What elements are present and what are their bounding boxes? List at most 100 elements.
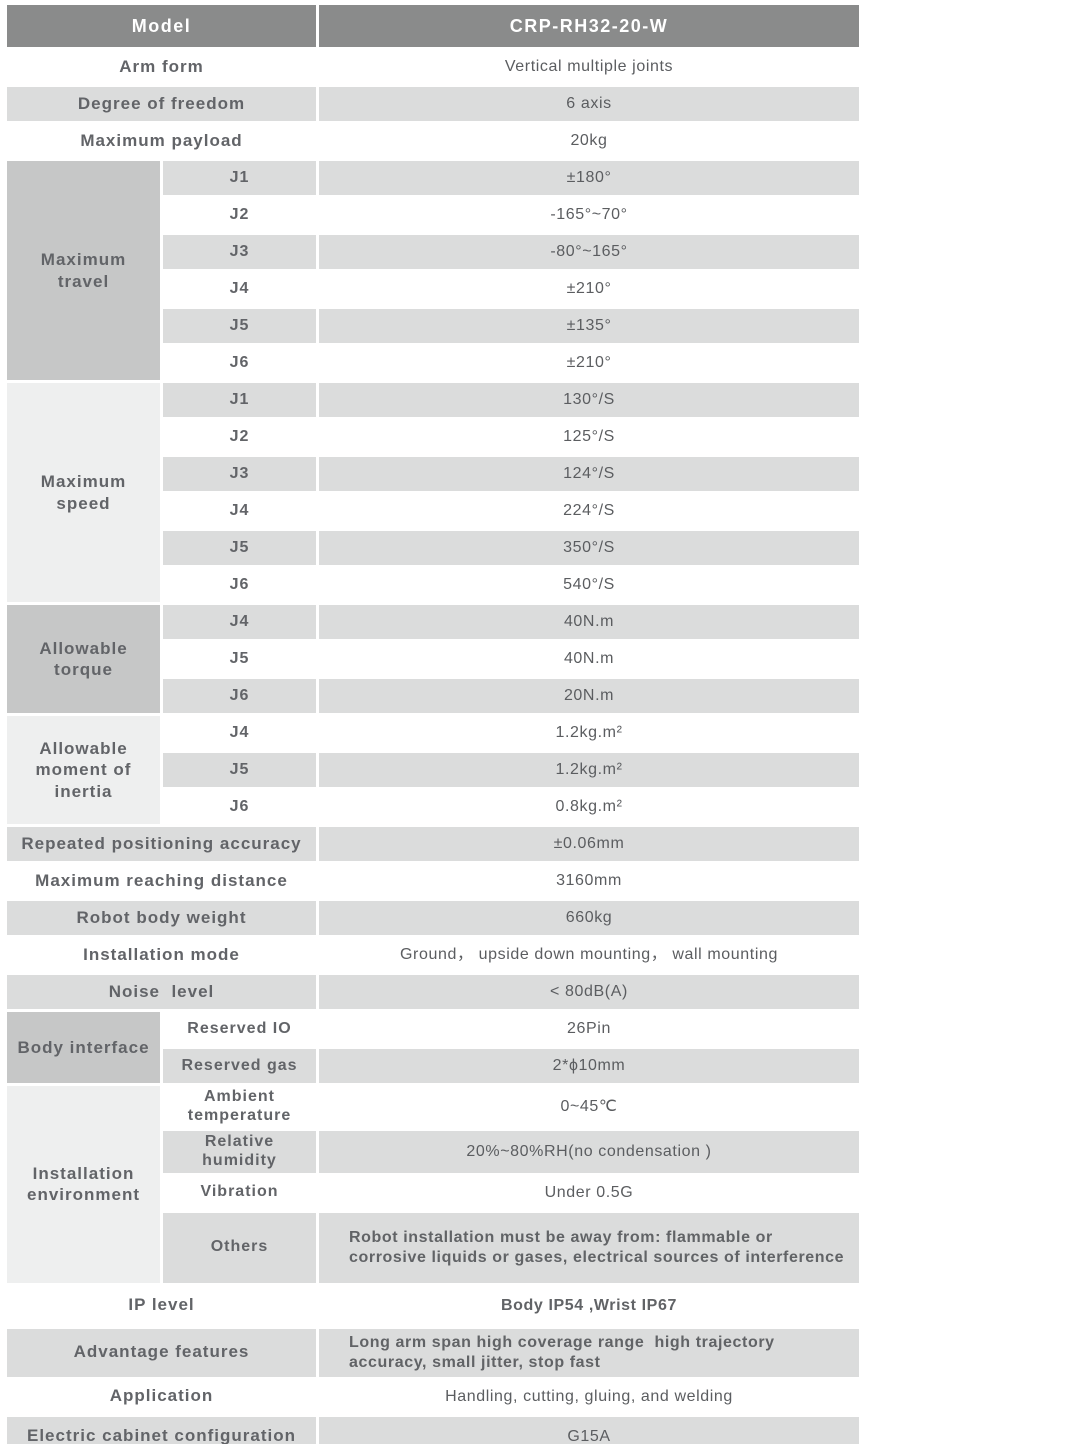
table-row: J4 ±210°	[7, 272, 859, 306]
value-electric-cabinet-configuration: G15A	[319, 1416, 859, 1444]
group-maximum-speed: Maximum speed	[7, 383, 160, 602]
value-reserved-gas: 2*ϕ10mm	[319, 1049, 859, 1083]
group-allowable-torque: Allowable torque	[7, 605, 160, 713]
sublabel-vibration: Vibration	[163, 1175, 316, 1210]
table-row: Advantage features Long arm span high co…	[7, 1328, 859, 1377]
table-row: Reserved gas 2*ϕ10mm	[7, 1049, 859, 1083]
table-row: J5 40N.m	[7, 642, 859, 676]
value-speed-j4: 224°/S	[319, 494, 859, 528]
table-row: Electric cabinet configuration G15A	[7, 1416, 859, 1444]
value-speed-j2: 125°/S	[319, 420, 859, 454]
group-maximum-travel: Maximum travel	[7, 161, 160, 380]
table-row: Installation environment Ambient tempera…	[7, 1086, 859, 1283]
value-speed-j6: 540°/S	[319, 568, 859, 602]
table-row: J2 125°/S	[7, 420, 859, 454]
value-maximum-reaching-distance: 3160mm	[319, 864, 859, 898]
table-row: Body interface Reserved IO 26Pin	[7, 1012, 859, 1083]
value-others: Robot installation must be away from: fl…	[319, 1212, 859, 1283]
sublabel-others: Others	[163, 1212, 316, 1283]
table-row: IP level Body IP54 ,Wrist IP67	[7, 1285, 859, 1326]
value-ambient-temperature: 0~45℃	[319, 1086, 859, 1128]
sublabel-relative-humidity: Relative humidity	[163, 1130, 316, 1173]
table-row: Maximum travel J1 ±180°	[7, 161, 859, 380]
value-inertia-j4: 1.2kg.m²	[319, 716, 859, 750]
table-row: J5 350°/S	[7, 531, 859, 565]
value-travel-j4: ±210°	[319, 272, 859, 306]
table-row: Application Handling, cutting, gluing, a…	[7, 1379, 859, 1414]
robot-spec-table: Model CRP-RH32-20-W Arm form Vertical mu…	[4, 2, 862, 1444]
value-speed-j3: 124°/S	[319, 457, 859, 491]
value-torque-j5: 40N.m	[319, 642, 859, 676]
value-travel-j3: -80°~165°	[319, 235, 859, 269]
sublabel-torque-j5: J5	[163, 642, 316, 676]
label-ip-level: IP level	[7, 1285, 316, 1326]
label-advantage-features: Advantage features	[7, 1328, 316, 1377]
sublabel-travel-j1: J1	[163, 161, 316, 195]
label-application: Application	[7, 1379, 316, 1414]
value-noise-level: < 80dB(A)	[319, 975, 859, 1009]
value-vibration: Under 0.5G	[319, 1175, 859, 1210]
table-row: J3 -80°~165°	[7, 235, 859, 269]
label-degree-of-freedom: Degree of freedom	[7, 87, 316, 121]
group-installation-environment: Installation environment	[7, 1086, 160, 1283]
sublabel-torque-j6: J6	[163, 679, 316, 713]
value-relative-humidity: 20%~80%RH(no condensation )	[319, 1130, 859, 1173]
table-row: J6 0.8kg.m²	[7, 790, 859, 824]
table-row: Vibration Under 0.5G	[7, 1175, 859, 1210]
sublabel-travel-j3: J3	[163, 235, 316, 269]
table-row: J6 20N.m	[7, 679, 859, 713]
table-row: Model CRP-RH32-20-W	[7, 5, 859, 47]
table-row: Allowable moment of inertia J4 1.2kg.m²	[7, 716, 859, 824]
label-installation-mode: Installation mode	[7, 938, 316, 972]
sublabel-reserved-gas: Reserved gas	[163, 1049, 316, 1083]
value-advantage-features: Long arm span high coverage range high t…	[319, 1328, 859, 1377]
sublabel-travel-j2: J2	[163, 198, 316, 232]
sublabel-travel-j5: J5	[163, 309, 316, 343]
value-reserved-io: 26Pin	[319, 1012, 859, 1046]
value-inertia-j5: 1.2kg.m²	[319, 753, 859, 787]
value-speed-j1: 130°/S	[319, 383, 859, 417]
table-row: Repeated positioning accuracy ±0.06mm	[7, 827, 859, 861]
table-row: J2 -165°~70°	[7, 198, 859, 232]
sublabel-speed-j4: J4	[163, 494, 316, 528]
table-row: Degree of freedom 6 axis	[7, 87, 859, 121]
value-travel-j5: ±135°	[319, 309, 859, 343]
sublabel-speed-j3: J3	[163, 457, 316, 491]
label-noise-level: Noise level	[7, 975, 316, 1009]
table-row: Arm form Vertical multiple joints	[7, 50, 859, 84]
table-row: Robot body weight 660kg	[7, 901, 859, 935]
value-repeated-positioning-accuracy: ±0.06mm	[319, 827, 859, 861]
sublabel-speed-j1: J1	[163, 383, 316, 417]
sublabel-travel-j4: J4	[163, 272, 316, 306]
label-maximum-payload: Maximum payload	[7, 124, 316, 158]
table-row: Maximum speed J1 130°/S	[7, 383, 859, 602]
value-installation-mode: Ground， upside down mounting， wall mount…	[319, 938, 859, 972]
table-row: J6 540°/S	[7, 568, 859, 602]
sublabel-speed-j6: J6	[163, 568, 316, 602]
label-maximum-reaching-distance: Maximum reaching distance	[7, 864, 316, 898]
value-inertia-j6: 0.8kg.m²	[319, 790, 859, 824]
table-row: Relative humidity 20%~80%RH(no condensat…	[7, 1130, 859, 1173]
sublabel-torque-j4: J4	[163, 605, 316, 639]
table-row: J5 1.2kg.m²	[7, 753, 859, 787]
header-model-label: Model	[7, 5, 316, 47]
value-torque-j4: 40N.m	[319, 605, 859, 639]
table-row: Others Robot installation must be away f…	[7, 1212, 859, 1283]
value-arm-form: Vertical multiple joints	[319, 50, 859, 84]
value-degree-of-freedom: 6 axis	[319, 87, 859, 121]
table-row: Maximum payload 20kg	[7, 124, 859, 158]
table-row: J4 224°/S	[7, 494, 859, 528]
table-row: Allowable torque J4 40N.m	[7, 605, 859, 713]
value-torque-j6: 20N.m	[319, 679, 859, 713]
sublabel-inertia-j6: J6	[163, 790, 316, 824]
value-speed-j5: 350°/S	[319, 531, 859, 565]
value-maximum-payload: 20kg	[319, 124, 859, 158]
value-travel-j1: ±180°	[319, 161, 859, 195]
sublabel-ambient-temperature: Ambient temperature	[163, 1086, 316, 1128]
label-electric-cabinet-configuration: Electric cabinet configuration	[7, 1416, 316, 1444]
table-row: J3 124°/S	[7, 457, 859, 491]
sublabel-reserved-io: Reserved IO	[163, 1012, 316, 1046]
table-row: Installation mode Ground， upside down mo…	[7, 938, 859, 972]
sublabel-inertia-j5: J5	[163, 753, 316, 787]
label-robot-body-weight: Robot body weight	[7, 901, 316, 935]
